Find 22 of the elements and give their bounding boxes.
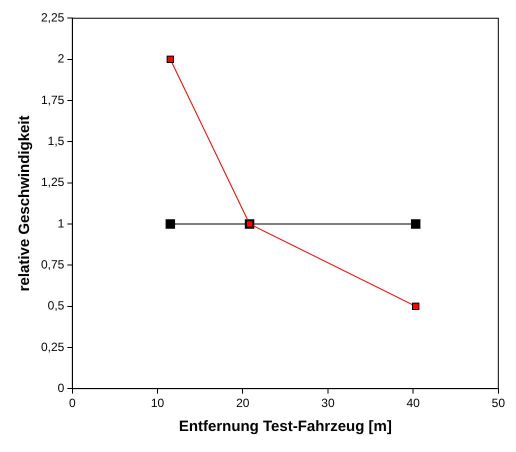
- x-tick-label: 20: [236, 396, 250, 410]
- x-tick-label: 10: [150, 396, 165, 410]
- point: [166, 219, 176, 229]
- x-axis-title: Entfernung Test-Fahrzeug [m]: [178, 418, 392, 436]
- y-tick-label: 1,25: [40, 175, 65, 190]
- y-tick-label: 1,75: [40, 92, 65, 107]
- y-tick-label: 0,5: [48, 298, 65, 313]
- x-tick-label: 40: [406, 396, 420, 410]
- y-tick-label: 1,5: [48, 134, 65, 148]
- y-tick-label: 0,25: [40, 340, 65, 354]
- point: [166, 56, 174, 64]
- y-tick-label: 1: [58, 216, 65, 230]
- y-tick-label: 0: [58, 380, 65, 395]
- y-tick-label: 2: [58, 52, 65, 66]
- point: [412, 302, 420, 310]
- x-tick-label: 30: [321, 396, 335, 410]
- y-axis-title: relative Geschwindigkeit: [16, 115, 34, 292]
- point: [410, 219, 420, 229]
- x-tick-label: 0: [69, 396, 76, 410]
- y-tick-label: 0,75: [40, 257, 65, 272]
- x-tick-label: 50: [492, 396, 506, 410]
- y-tick-label: 2,25: [40, 10, 65, 25]
